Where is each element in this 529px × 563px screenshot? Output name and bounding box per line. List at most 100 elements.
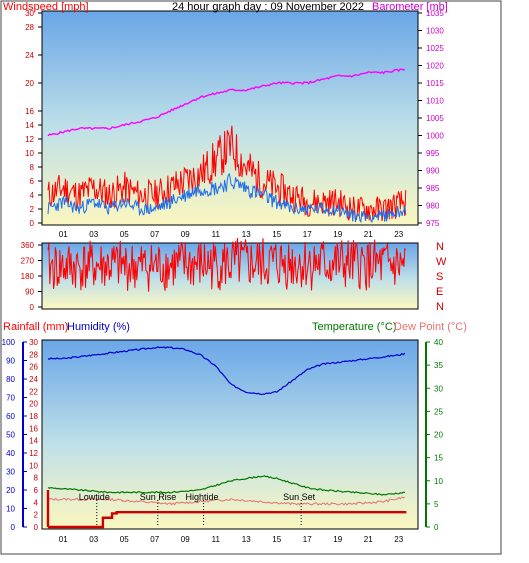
temperature-tick-label: 10 [434,477,443,486]
direction-tick-label: 180 [21,272,35,281]
baro-tick-label: 990 [426,167,440,176]
rainfall-axis-label: Rainfall (mm) [3,321,68,333]
temperature-tick-label: 30 [434,384,443,393]
humidity-tick-label: 30 [6,468,15,477]
temperature-axis-label: Temperature (°C) [312,321,396,333]
hour-tick-label: 01 [59,535,68,544]
humidity-tick-label: 90 [6,357,15,366]
temperature-tick-label: 35 [434,361,443,370]
rainfall-tick-label: 30 [29,338,38,347]
dewpoint-axis-label: Dew Point (°C) [394,321,467,333]
baro-tick-label: 980 [426,202,440,211]
humidity-tick-label: 10 [6,505,15,514]
rainfall-tick-label: 16 [29,424,38,433]
baro-tick-label: 1035 [426,9,444,18]
hour-tick-label: 09 [181,535,190,544]
wind-average-series [47,172,407,224]
rainfall-tick-label: 8 [34,474,39,483]
compass-label: W [436,256,447,268]
hour-tick-label: 03 [89,230,98,239]
rainfall-tick-label: 2 [34,511,39,520]
wind-tick-label: 20 [25,79,34,88]
wind-axis-label: Windspeed [mph] [3,1,89,13]
baro-tick-label: 1025 [426,44,444,53]
dewpoint-series [47,496,406,506]
rainfall-tick-label: 26 [29,363,38,372]
baro-tick-label: 975 [426,219,440,228]
humidity-series [47,346,406,396]
rainfall-tick-label: 6 [34,486,39,495]
baro-tick-label: 1020 [426,62,444,71]
wind-tick-label: 24 [25,51,34,60]
hour-tick-label: 21 [364,535,373,544]
baro-tick-label: 995 [426,149,440,158]
humidity-tick-label: 40 [6,449,15,458]
rainfall-tick-label: 28 [29,350,38,359]
event-label: Sun Rise [140,492,177,502]
temperature-tick-label: 5 [434,500,439,509]
baro-tick-label: 1030 [426,27,444,36]
baro-tick-label: 1000 [426,132,444,141]
temperature-series [47,475,406,496]
hour-tick-label: 15 [272,535,281,544]
humidity-tick-label: 80 [6,375,15,384]
hour-tick-label: 03 [89,535,98,544]
event-label: Sun Set [283,492,316,502]
direction-tick-label: 0 [30,303,35,312]
direction-tick-label: 270 [21,257,35,266]
baro-tick-label: 1005 [426,114,444,123]
hour-tick-label: 17 [303,230,312,239]
hour-tick-label: 13 [242,230,251,239]
humidity-tick-label: 0 [11,523,16,532]
baro-tick-label: 985 [426,184,440,193]
rainfall-tick-label: 12 [29,449,38,458]
rainfall-tick-label: 24 [29,375,38,384]
hour-tick-label: 23 [394,230,403,239]
humidity-tick-label: 100 [2,338,16,347]
hour-tick-label: 19 [333,230,342,239]
rainfall-tick-label: 18 [29,412,38,421]
hour-tick-label: 19 [333,535,342,544]
wind-tick-label: 6 [30,177,35,186]
humidity-tick-label: 20 [6,486,15,495]
hour-tick-label: 17 [303,535,312,544]
wind-tick-label: 4 [30,191,35,200]
compass-label: S [436,271,443,283]
temperature-tick-label: 0 [434,523,439,532]
hour-tick-label: 21 [364,230,373,239]
rainfall-tick-label: 20 [29,400,38,409]
temperature-tick-label: 20 [434,431,443,440]
wind-tick-label: 2 [30,205,35,214]
humidity-tick-label: 60 [6,412,15,421]
humidity-tick-label: 50 [6,431,15,440]
barometer-series [47,68,406,137]
wind-tick-label: 16 [25,107,34,116]
barometer-axis-label: Barometer [mb] [372,1,448,13]
hour-tick-label: 11 [212,535,221,544]
wind-tick-label: 30 [25,9,34,18]
temperature-tick-label: 40 [434,338,443,347]
chart-title: 24 hour graph day : 09 November 2022 [172,1,364,13]
compass-label: E [436,286,443,298]
wind-tick-label: 0 [30,219,35,228]
hour-tick-label: 07 [150,230,159,239]
hour-tick-label: 01 [59,230,68,239]
hour-tick-label: 13 [242,535,251,544]
temperature-tick-label: 25 [434,407,443,416]
direction-tick-label: 360 [21,241,35,250]
rainfall-series [48,511,407,529]
event-label: Hightide [186,492,219,502]
humidity-axis-label: Humidity (%) [67,321,130,333]
baro-tick-label: 1015 [426,79,444,88]
wind-tick-label: 28 [25,23,34,32]
rainfall-tick-label: 22 [29,387,38,396]
rainfall-tick-label: 10 [29,461,38,470]
humidity-tick-label: 70 [6,394,15,403]
direction-tick-label: 90 [25,288,34,297]
rainfall-tick-label: 0 [34,523,39,532]
hour-tick-label: 07 [150,535,159,544]
hour-tick-label: 11 [212,230,221,239]
compass-label: N [436,301,444,313]
